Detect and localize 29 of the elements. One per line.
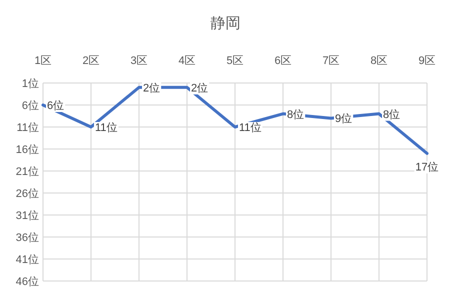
data-label: 11位 [239, 122, 262, 134]
y-tick-label: 41位 [16, 254, 39, 266]
data-label: 9位 [335, 113, 352, 126]
y-tick-label: 31位 [16, 210, 39, 222]
y-tick-label: 11位 [16, 122, 39, 134]
data-label: 2位 [191, 82, 208, 94]
y-tick-label: 16位 [16, 144, 39, 156]
x-tick-label: 5区 [226, 55, 244, 67]
data-label: 17位 [415, 161, 439, 174]
data-label: 8位 [383, 108, 400, 121]
x-tick-label: 3区 [130, 55, 148, 67]
x-tick-label: 9区 [418, 55, 436, 67]
x-tick-label: 7区 [322, 55, 340, 67]
chart-title: 静岡 [210, 15, 240, 32]
x-tick-label: 4区 [178, 55, 196, 67]
data-label: 8位 [287, 108, 304, 121]
y-tick-label: 26位 [16, 188, 39, 200]
y-tick-label: 46位 [16, 276, 39, 288]
x-tick-label: 1区 [34, 55, 52, 67]
data-label: 11位 [95, 122, 118, 134]
data-label: 2位 [143, 82, 160, 94]
data-label: 6位 [47, 100, 64, 112]
y-tick-label: 36位 [16, 232, 39, 244]
y-tick-label: 6位 [22, 100, 39, 112]
x-tick-label: 8区 [370, 55, 388, 67]
x-tick-label: 6区 [274, 55, 292, 67]
x-tick-label: 2区 [82, 55, 100, 67]
y-tick-label: 1位 [22, 78, 39, 90]
y-tick-label: 21位 [16, 166, 39, 178]
